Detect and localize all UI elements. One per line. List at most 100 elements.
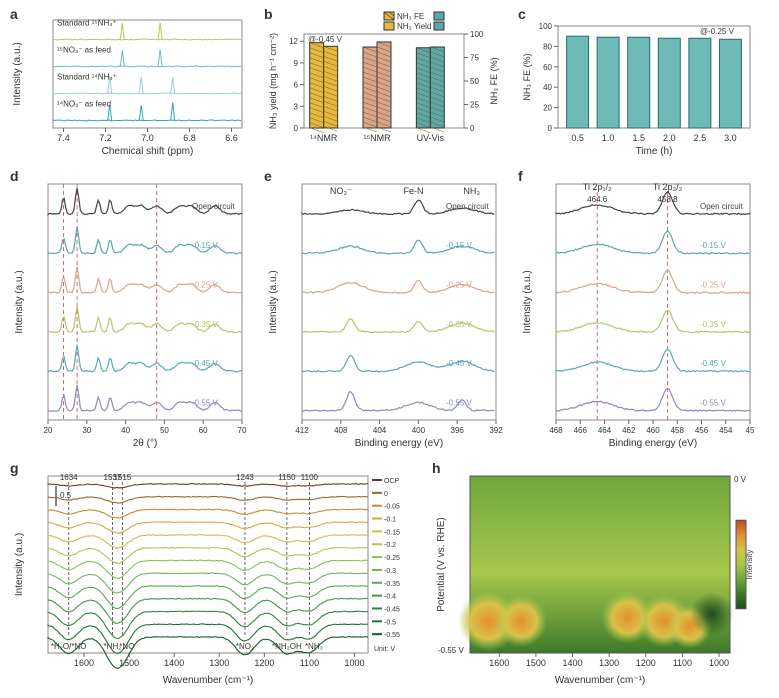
svg-text:458.8: 458.8 [658, 195, 679, 204]
svg-text:60: 60 [199, 426, 208, 435]
svg-text:¹⁵NMR: ¹⁵NMR [363, 133, 391, 143]
figure-root: a7.47.27.06.86.6Chemical shift (ppm)Inte… [0, 0, 779, 698]
svg-text:-0.15 V: -0.15 V [446, 241, 472, 250]
svg-text:12: 12 [289, 37, 298, 46]
svg-text:Intensity (a.u.): Intensity (a.u.) [14, 270, 25, 333]
svg-text:Wavenumber (cm⁻¹): Wavenumber (cm⁻¹) [555, 675, 645, 686]
svg-text:-0.45 V: -0.45 V [446, 359, 472, 368]
svg-text:*NH₃: *NH₃ [305, 642, 323, 651]
svg-text:¹⁴NO₃⁻ as feed: ¹⁴NO₃⁻ as feed [57, 99, 111, 108]
svg-text:-0.25: -0.25 [384, 555, 400, 562]
svg-text:7.0: 7.0 [141, 133, 154, 143]
svg-text:-0.3: -0.3 [384, 568, 396, 575]
svg-text:1243: 1243 [236, 473, 254, 482]
svg-text:25: 25 [470, 101, 479, 110]
svg-text:-0.55: -0.55 [384, 632, 400, 639]
svg-text:60: 60 [543, 63, 552, 72]
svg-text:468: 468 [549, 426, 563, 435]
panel-label-c: c [518, 6, 526, 22]
svg-text:0: 0 [548, 124, 553, 133]
svg-text:1000: 1000 [344, 658, 364, 668]
svg-text:UV-Vis: UV-Vis [417, 133, 445, 143]
svg-text:1000: 1000 [709, 658, 729, 668]
svg-text:Open circuit: Open circuit [446, 202, 489, 211]
svg-text:-0.5: -0.5 [384, 619, 396, 626]
svg-text:-0.1: -0.1 [384, 517, 396, 524]
svg-text:¹⁴NMR: ¹⁴NMR [310, 133, 338, 143]
svg-text:*NH₂OH: *NH₂OH [272, 642, 302, 651]
svg-text:7.2: 7.2 [99, 133, 112, 143]
svg-text:NO₃⁻: NO₃⁻ [330, 186, 352, 196]
svg-text:Standard ¹⁵NH₄⁺: Standard ¹⁵NH₄⁺ [57, 18, 117, 27]
svg-text:NH₃ FE (%): NH₃ FE (%) [489, 57, 499, 104]
svg-text:NH₃ FE: NH₃ FE [397, 12, 424, 21]
svg-text:Binding energy (eV): Binding energy (eV) [609, 438, 697, 449]
panel-label-h: h [432, 460, 441, 476]
panel-svg-d: 2030405060702θ (°)Intensity (a.u.)Open c… [8, 170, 252, 450]
svg-text:100: 100 [470, 30, 484, 39]
panel-label-g: g [10, 460, 19, 476]
svg-text:460: 460 [646, 426, 660, 435]
panel-svg-g: 1600150014001300120011001000Wavenumber (… [8, 462, 418, 687]
svg-text:Wavenumber (cm⁻¹): Wavenumber (cm⁻¹) [163, 675, 253, 686]
panel-svg-a: 7.47.27.06.86.6Chemical shift (ppm)Inten… [8, 8, 252, 158]
svg-text:-0.25 V: -0.25 V [446, 281, 472, 290]
svg-text:1300: 1300 [599, 658, 619, 668]
svg-text:Open circuit: Open circuit [700, 202, 743, 211]
panel-svg-e: 412408404400396392Binding energy (eV)Int… [262, 170, 506, 450]
svg-text:1600: 1600 [74, 658, 94, 668]
svg-text:1150: 1150 [278, 473, 296, 482]
svg-text:@-0.25 V: @-0.25 V [700, 27, 735, 36]
svg-text:Ti 2p₁/₂: Ti 2p₁/₂ [583, 182, 612, 192]
svg-text:Intensity (a.u.): Intensity (a.u.) [14, 533, 25, 596]
svg-text:412: 412 [295, 426, 309, 435]
svg-text:6.8: 6.8 [183, 133, 196, 143]
panel-label-b: b [264, 6, 273, 22]
svg-text:1100: 1100 [673, 658, 692, 668]
svg-text:40: 40 [121, 426, 130, 435]
svg-text:0: 0 [384, 491, 388, 498]
svg-text:Chemical shift (ppm): Chemical shift (ppm) [102, 146, 194, 157]
svg-text:1500: 1500 [119, 658, 139, 668]
svg-text:3: 3 [294, 102, 299, 111]
svg-text:-0.25 V: -0.25 V [192, 281, 218, 290]
svg-text:1100: 1100 [300, 658, 319, 668]
panel-h: h1600150014001300120011001000Wavenumber … [430, 462, 760, 687]
panel-g: g1600150014001300120011001000Wavenumber … [8, 462, 418, 687]
svg-text:1600: 1600 [489, 658, 509, 668]
svg-text:-0.35: -0.35 [384, 581, 400, 588]
svg-text:0.5: 0.5 [571, 133, 584, 143]
svg-text:0: 0 [294, 124, 299, 133]
svg-text:1200: 1200 [254, 658, 274, 668]
svg-text:1515: 1515 [113, 473, 131, 482]
panel-a: a7.47.27.06.86.6Chemical shift (ppm)Inte… [8, 8, 252, 158]
svg-text:464: 464 [598, 426, 612, 435]
svg-text:392: 392 [489, 426, 503, 435]
svg-text:1.5: 1.5 [632, 133, 645, 143]
svg-text:Intensity (a.u.): Intensity (a.u.) [268, 270, 279, 333]
svg-text:454: 454 [719, 426, 733, 435]
panel-e: e412408404400396392Binding energy (eV)In… [262, 170, 506, 450]
svg-text:2θ (°): 2θ (°) [133, 438, 158, 449]
svg-text:464.6: 464.6 [587, 195, 608, 204]
svg-text:9: 9 [294, 59, 299, 68]
svg-text:NH₃ Yield: NH₃ Yield [397, 22, 431, 31]
svg-text:-0.45: -0.45 [384, 606, 400, 613]
svg-text:456: 456 [695, 426, 709, 435]
svg-text:2.0: 2.0 [663, 133, 676, 143]
svg-text:1.0: 1.0 [602, 133, 615, 143]
svg-text:0 V: 0 V [734, 475, 747, 484]
svg-text:1200: 1200 [636, 658, 656, 668]
svg-text:Potential (V vs. RHE): Potential (V vs. RHE) [436, 517, 447, 611]
svg-text:400: 400 [412, 426, 426, 435]
svg-text:396: 396 [451, 426, 465, 435]
svg-text:Standard ¹⁴NH₄⁺: Standard ¹⁴NH₄⁺ [57, 72, 117, 81]
svg-text:0.5: 0.5 [60, 491, 72, 500]
svg-text:Intensity: Intensity [745, 550, 754, 580]
panel-b: b@-0.45 VNH₃ FENH₃ Yield0369120255075100… [262, 8, 506, 158]
svg-text:0: 0 [470, 124, 475, 133]
svg-text:NH₃ FE (%): NH₃ FE (%) [522, 53, 532, 100]
svg-text:40: 40 [543, 83, 552, 92]
svg-text:Open circuit: Open circuit [192, 202, 235, 211]
svg-text:1100: 1100 [301, 473, 319, 482]
